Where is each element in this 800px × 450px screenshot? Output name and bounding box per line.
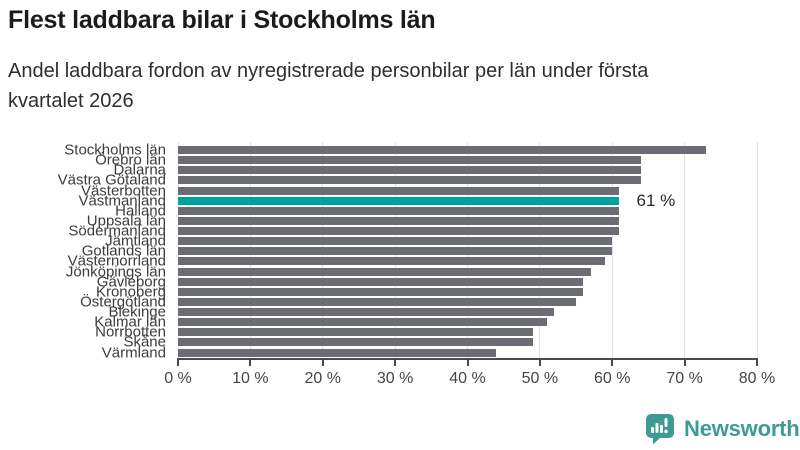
x-axis-tick-label: 10 % [232,370,269,387]
plot-area: Stockholms län Örebro län Dalarna Västra Gö… [58,142,775,387]
bar [178,348,497,357]
category-label: Dalarna [113,161,166,179]
bar [178,156,642,165]
category-label: Västra Götaland [57,171,166,189]
category-label: Uppsala län [86,212,166,230]
x-axis-tick-label: 40 % [449,370,486,387]
x-axis-tick-label: 50 % [521,370,559,387]
x-axis-tick [538,358,541,366]
bar [178,237,613,246]
bar [178,287,584,296]
x-axis-tick-label: 80 % [738,370,776,387]
bar [178,247,613,256]
bar [178,206,620,215]
category-label: Västerbotten [80,182,166,199]
x-axis-tick [683,358,686,366]
bar [178,338,533,347]
x-axis-tick [611,358,614,366]
bar [178,318,548,327]
x-axis-tick-label: 60 % [594,370,631,387]
category-label: Jönköpings län [65,263,166,280]
x-axis-tick-label: 20 % [304,370,341,387]
bar [178,146,707,154]
category-label: Västernorrland [67,252,166,270]
bar [178,308,555,316]
category-label: Västmanland [78,192,166,210]
category-label: Kronoberg [95,283,166,301]
highlight-value-label: 61 % [636,190,676,210]
x-axis-tick [177,358,179,366]
bar [178,277,584,286]
x-axis-tick [466,358,469,366]
chart-subtitle: Andel laddbara fordon av nyregistrerade … [8,56,648,116]
newsworthy-logo: Newsworthy [644,412,800,445]
x-axis-tick [321,358,324,366]
category-label: Jämtland [105,232,166,250]
category-label: Örebro län [95,151,166,169]
bar [178,267,591,276]
chart-title: Flest laddbara bilar i Stockholms län [8,6,436,34]
bar [178,297,577,306]
gridline-60 [611,142,613,358]
newsworthy-brand-name: Newsworthy [684,415,800,441]
category-label: Skåne [123,333,166,351]
gridline-70 [684,142,686,358]
x-axis-tick [756,358,758,366]
category-label: Stockholms län [64,141,166,159]
chart-subtitle-line2: kvartalet 2026 [8,90,134,112]
category-label: Blekinge [108,303,166,321]
x-axis-tick-label: 0 % [164,370,192,387]
category-label: Gävleborg [96,273,166,291]
chart-subtitle-line1: Andel laddbara fordon av nyregistrerade … [8,60,649,82]
bar-highlighted [178,196,620,205]
bar [178,186,620,195]
bar [178,216,620,225]
newsworthy-bar-chart-speech-bubble-icon [646,414,674,445]
category-label: Halland [115,202,166,220]
x-axis-tick [249,358,252,366]
category-label: Norrbotten [95,323,166,341]
gridline-80 [756,142,758,358]
category-label: Kalmar län [94,313,166,331]
x-axis-tick-label: 30 % [376,370,414,387]
category-label: Södermanland [68,222,166,240]
bar [178,328,533,337]
category-label: Östergötland [80,293,166,311]
category-label: Gotlands län [81,242,166,260]
x-axis-tick-label: 70 % [666,370,703,387]
bar [178,227,620,235]
bar [178,257,605,266]
bar [178,176,642,185]
bar [178,166,642,175]
x-axis-tick [394,358,397,366]
category-label: Värmland [101,344,166,361]
